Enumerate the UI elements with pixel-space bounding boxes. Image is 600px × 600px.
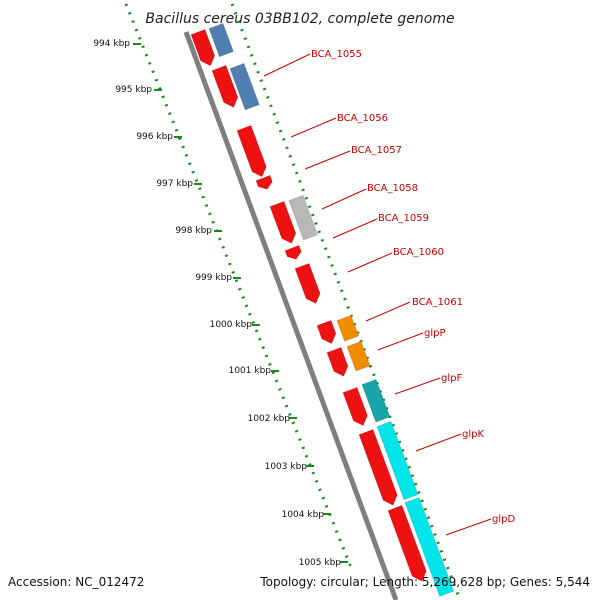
gene-arrow-red-4 [255, 174, 273, 190]
scale-label-997: 997 kbp [156, 179, 193, 189]
gene-label-bca-1057: BCA_1057 [351, 145, 402, 156]
gene-label-glpd: glpD [492, 514, 515, 525]
gene-arrow-grey-1 [288, 194, 319, 241]
gene-arrow-red-11 [358, 428, 398, 506]
gene-arrow-red-9 [326, 346, 349, 377]
gene-label-glpp: glpP [424, 328, 446, 339]
gene-arrow-red-10 [342, 386, 368, 427]
leader-bca-1060 [347, 252, 393, 273]
leader-glpd [445, 518, 492, 536]
leader-bca-1056 [290, 117, 337, 138]
leader-glpp [377, 332, 424, 351]
gene-label-bca-1061: BCA_1061 [412, 297, 463, 308]
scale-label-999: 999 kbp [195, 273, 232, 283]
leader-glpk [415, 433, 462, 452]
gene-arrow-orange-2 [346, 340, 371, 372]
gene-arrow-red-1 [190, 28, 216, 67]
leader-bca-1059 [332, 218, 378, 239]
genome-title: Bacillus cereus 03BB102, complete genome [145, 11, 454, 27]
gene-arrow-red-2 [211, 64, 239, 108]
scale-label-995: 995 kbp [115, 85, 152, 95]
gene-arrow-red-3 [236, 124, 267, 178]
scale-label-1000: 1000 kbp [210, 320, 253, 330]
scale-labels: 994 kbp 995 kbp 996 kbp 997 kbp 998 kbp … [93, 39, 341, 568]
gene-arrow-red-5 [269, 200, 297, 244]
gene-label-bca-1059: BCA_1059 [378, 213, 429, 224]
gene-label-bca-1058: BCA_1058 [367, 183, 418, 194]
gene-arrow-orange-1 [336, 314, 360, 342]
gene-arrow-red-6 [284, 244, 302, 260]
scale-label-1004: 1004 kbp [282, 510, 325, 520]
accession-text: Accession: NC_012472 [8, 575, 144, 589]
gene-arrow-blue-2 [229, 62, 260, 111]
scale-label-1001: 1001 kbp [229, 366, 272, 376]
gene-arrow-red-8 [316, 319, 337, 345]
leader-bca-1061 [365, 301, 411, 322]
gene-arrow-teal-1 [361, 378, 391, 423]
scale-label-996: 996 kbp [136, 132, 173, 142]
leader-glpf [394, 377, 441, 395]
scale-label-998: 998 kbp [175, 226, 212, 236]
gene-arrow-red-7 [294, 262, 321, 305]
gene-labels: BCA_1055 BCA_1056 BCA_1057 BCA_1058 BCA_… [311, 49, 515, 525]
gene-arrow-red-12 [387, 504, 427, 582]
gene-features [190, 22, 455, 597]
leader-bca-1058 [321, 188, 367, 210]
genome-backbone [183, 31, 399, 600]
scale-label-1003: 1003 kbp [265, 462, 308, 472]
leader-bca-1055 [263, 53, 311, 77]
outer-tick-track [230, 3, 462, 600]
gene-label-glpf: glpF [441, 373, 462, 384]
gene-arrow-blue-1 [208, 22, 234, 58]
scale-label-1002: 1002 kbp [248, 414, 291, 424]
gene-label-glpk: glpK [462, 429, 484, 440]
topology-text: Topology: circular; Length: 5,269,628 bp… [259, 575, 590, 589]
leader-bca-1057 [304, 150, 351, 170]
scale-label-1005: 1005 kbp [299, 558, 342, 568]
scale-ticks [124, 3, 462, 600]
gene-label-bca-1060: BCA_1060 [393, 247, 444, 258]
gene-arrow-cyan-1 [376, 420, 419, 501]
gene-label-bca-1056: BCA_1056 [337, 113, 388, 124]
gene-arrow-cyan-2 [404, 496, 455, 597]
gene-label-bca-1055: BCA_1055 [311, 49, 362, 60]
gene-label-leaders [263, 53, 492, 536]
scale-label-994: 994 kbp [93, 39, 130, 49]
